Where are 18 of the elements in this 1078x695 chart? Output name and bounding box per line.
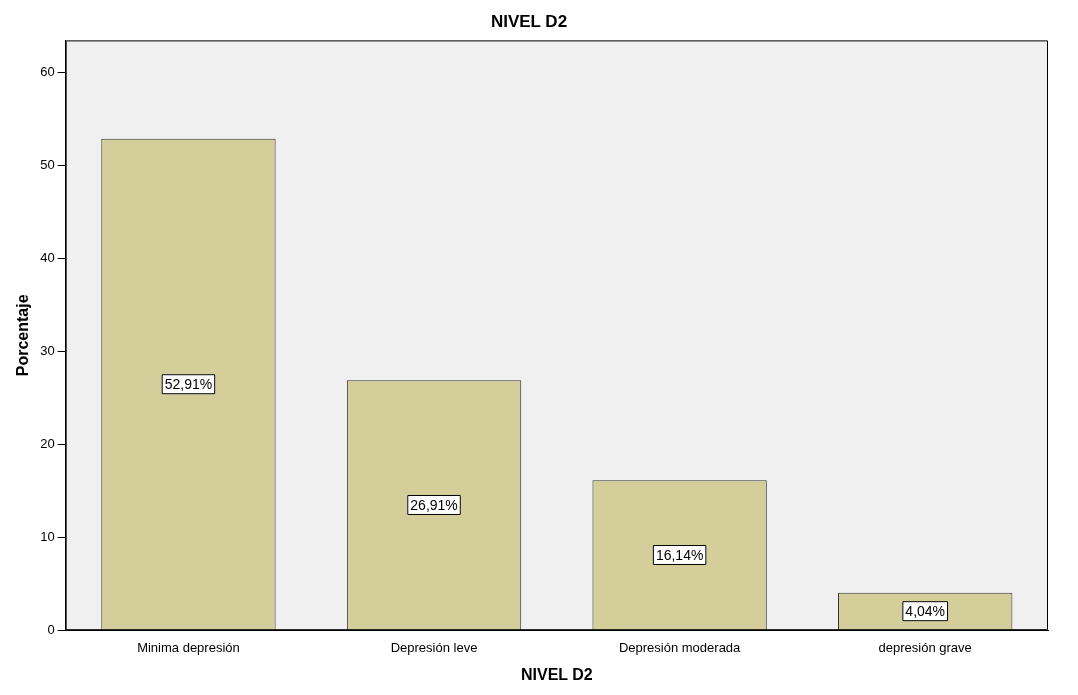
x-tick-label: Depresión leve xyxy=(390,639,478,655)
y-axis-title: Porcentaje xyxy=(14,294,32,377)
data-label: 26,91% xyxy=(410,496,458,513)
y-tick-label: 0 xyxy=(47,621,55,637)
y-tick-label: 50 xyxy=(40,157,55,173)
x-tick-label: Minima depresión xyxy=(137,639,240,655)
y-tick-label: 20 xyxy=(40,436,55,452)
y-tick-label: 40 xyxy=(40,250,55,266)
y-tick-label: 30 xyxy=(40,343,55,359)
x-axis-title: NIVEL D2 xyxy=(520,665,593,683)
data-label: 4,04% xyxy=(905,603,946,620)
chart-title: NIVEL D2 xyxy=(490,11,568,31)
x-tick-label: Depresión moderada xyxy=(618,639,742,655)
y-tick-label: 60 xyxy=(40,64,55,80)
data-label: 52,91% xyxy=(164,376,213,393)
data-label: 16,14% xyxy=(655,546,704,563)
y-tick-label: 10 xyxy=(40,528,55,544)
x-tick-label: depresión grave xyxy=(878,639,972,655)
